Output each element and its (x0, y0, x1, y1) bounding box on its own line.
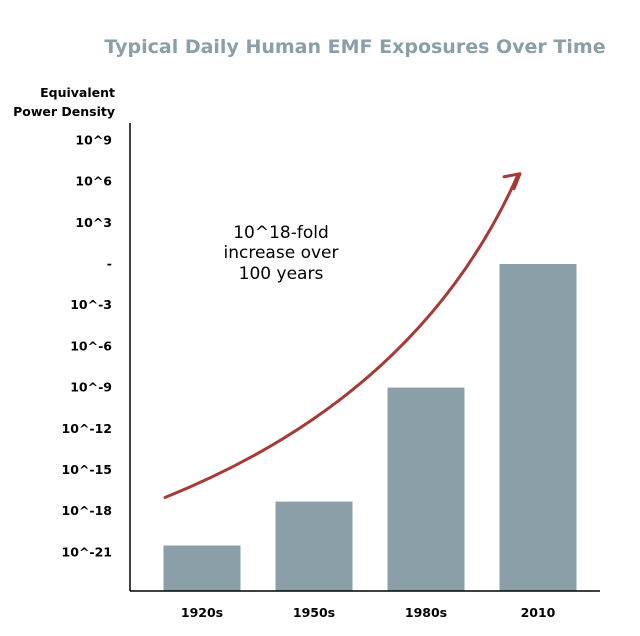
y-tick-label: 10^6 (75, 174, 112, 189)
increase-arrow (163, 172, 522, 499)
y-axis-label-line-1: Equivalent (40, 85, 115, 100)
annotation-line-1: 10^18-fold (233, 223, 329, 243)
x-tick-label: 2010 (521, 605, 556, 620)
y-tick-label: 10^-9 (70, 380, 112, 395)
y-tick-label: 10^-6 (70, 338, 112, 353)
y-tick-label: 10^-12 (62, 421, 112, 436)
y-tick-label: 10^3 (75, 215, 112, 230)
annotation-line-2: increase over (224, 243, 339, 263)
x-axis-ticks: 1920s 1950s 1980s 2010 (181, 605, 556, 620)
x-tick-label: 1980s (405, 605, 447, 620)
y-tick-label: - (107, 256, 112, 271)
annotation: 10^18-fold increase over 100 years (224, 223, 339, 284)
bar (499, 264, 577, 591)
y-tick-label: 10^-3 (70, 297, 112, 312)
y-tick-label: 10^9 (75, 132, 112, 147)
bars (163, 264, 577, 591)
bar (387, 387, 465, 591)
x-tick-label: 1920s (181, 605, 223, 620)
chart-title: Typical Daily Human EMF Exposures Over T… (104, 36, 605, 58)
annotation-line-3: 100 years (239, 264, 324, 284)
y-tick-label: 10^-15 (62, 462, 112, 477)
y-axis-ticks: 10^9 10^6 10^3 - 10^-3 10^-6 10^-9 10^-12 10^-15… (62, 132, 113, 559)
arrow-head (502, 172, 522, 191)
y-tick-label: 10^-21 (62, 544, 112, 559)
y-tick-label: 10^-18 (62, 503, 112, 518)
bar (275, 501, 353, 591)
arrow-curve (163, 173, 520, 499)
x-tick-label: 1950s (293, 605, 335, 620)
bar (163, 545, 241, 591)
y-axis-label-line-2: Power Density (13, 104, 115, 119)
